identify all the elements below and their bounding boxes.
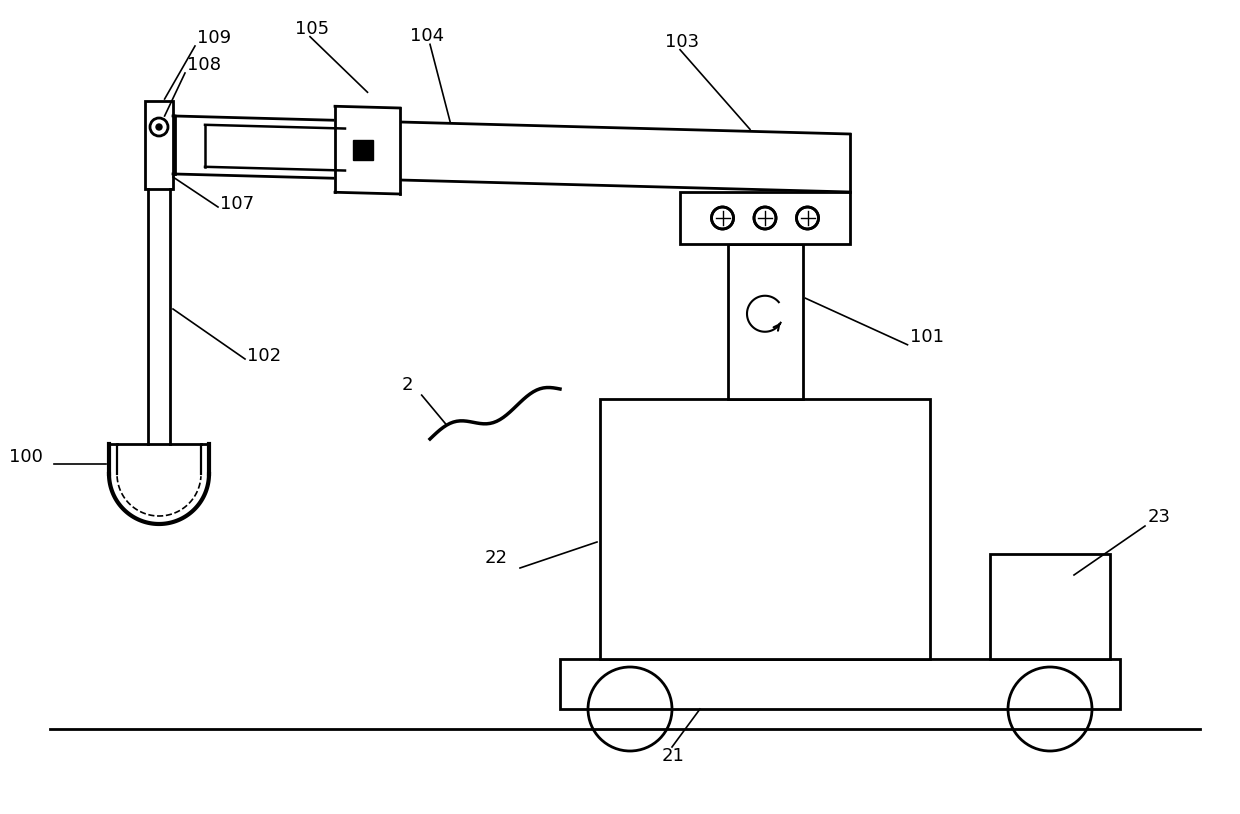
Text: 2: 2 — [402, 376, 413, 394]
Text: 100: 100 — [9, 448, 43, 466]
Text: 102: 102 — [247, 347, 281, 365]
Text: 107: 107 — [219, 195, 254, 213]
Text: 21: 21 — [662, 747, 684, 765]
Polygon shape — [335, 107, 401, 194]
Polygon shape — [990, 554, 1110, 659]
Polygon shape — [560, 659, 1120, 709]
Polygon shape — [680, 192, 849, 244]
Circle shape — [802, 213, 812, 223]
Text: 109: 109 — [197, 29, 231, 47]
Circle shape — [156, 124, 162, 130]
Text: 108: 108 — [187, 56, 221, 74]
Text: 105: 105 — [295, 20, 329, 37]
Text: 101: 101 — [910, 328, 945, 346]
Polygon shape — [728, 244, 802, 399]
Text: 23: 23 — [1148, 508, 1171, 526]
Text: 104: 104 — [410, 28, 444, 46]
Circle shape — [718, 213, 728, 223]
Polygon shape — [175, 116, 849, 192]
Polygon shape — [145, 101, 174, 189]
Polygon shape — [600, 399, 930, 659]
Circle shape — [760, 213, 770, 223]
Text: 22: 22 — [485, 549, 508, 567]
Text: 103: 103 — [665, 33, 699, 50]
Polygon shape — [353, 140, 373, 160]
